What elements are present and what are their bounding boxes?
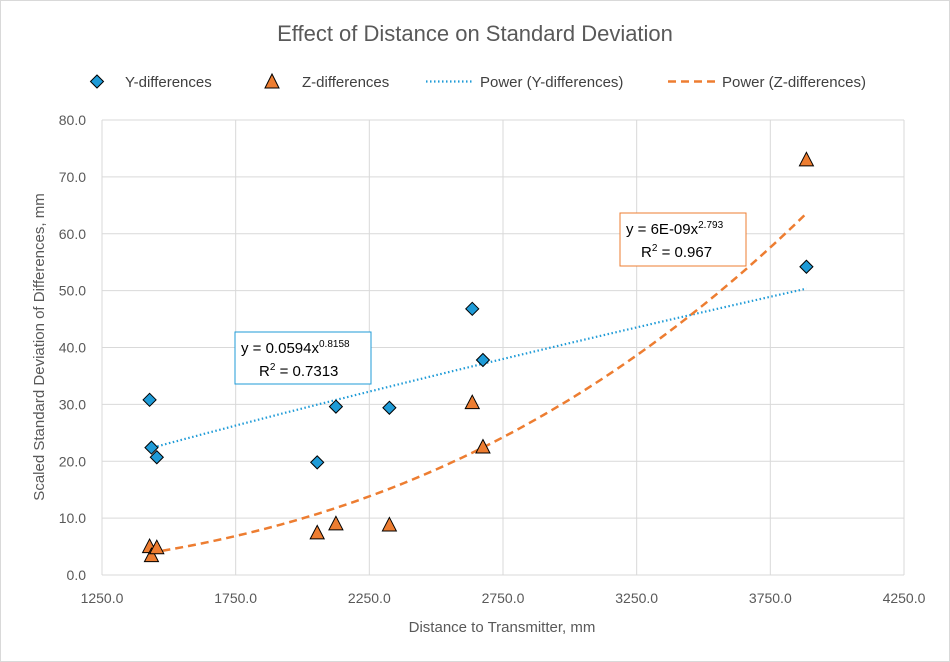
equation-box-y-frame [234, 331, 372, 385]
y-difference-point[interactable] [142, 392, 157, 408]
data-markers [141, 151, 815, 563]
y-tick-label: 10.0 [59, 510, 86, 526]
y-difference-point[interactable] [382, 400, 397, 415]
x-tick-label: 3750.0 [749, 590, 792, 606]
legend-label-power-z: Power (Z-differences) [722, 74, 866, 91]
y-difference-point[interactable] [328, 399, 344, 414]
equation-box-y[interactable]: y = 0.0594x0.8158 R2 = 0.7313 [234, 331, 372, 385]
z-difference-point[interactable] [148, 539, 165, 555]
legend: Y-differences Z-differences Power (Y-dif… [89, 72, 866, 91]
z-difference-point[interactable] [381, 516, 398, 532]
legend-item-power-z[interactable]: Power (Z-differences) [668, 74, 866, 91]
x-axis-ticks: 1250.0 1750.0 2250.0 2750.0 3250.0 3750.0 4250… [81, 590, 926, 606]
x-tick-label: 2750.0 [482, 590, 525, 606]
x-tick-label: 3250.0 [615, 590, 658, 606]
y-difference-point[interactable] [149, 450, 165, 465]
legend-item-z-differences[interactable]: Z-differences [264, 72, 389, 91]
y-tick-label: 30.0 [59, 396, 86, 412]
y-axis-title: Scaled Standard Deviation of Differences… [31, 193, 48, 500]
legend-triangle-marker [264, 72, 280, 89]
y-tick-label: 60.0 [59, 226, 86, 242]
z-difference-point[interactable] [328, 515, 344, 531]
y-tick-label: 50.0 [59, 283, 86, 299]
y-difference-point[interactable] [475, 352, 491, 368]
z-difference-point[interactable] [143, 547, 160, 563]
y-tick-label: 80.0 [59, 112, 86, 128]
z-difference-point[interactable] [798, 151, 815, 167]
z-difference-point[interactable] [475, 438, 491, 454]
y-tick-label: 20.0 [59, 453, 86, 469]
equation-z-line2: R2 = 0.967 [641, 243, 712, 261]
x-tick-label: 4250.0 [883, 590, 926, 606]
legend-label-power-y: Power (Y-differences) [480, 74, 623, 91]
y-difference-point[interactable] [465, 301, 480, 317]
z-difference-point[interactable] [309, 524, 326, 540]
y-tick-label: 40.0 [59, 340, 86, 356]
trendline-power-y[interactable] [149, 287, 807, 450]
x-axis-title: Distance to Transmitter, mm [409, 619, 596, 636]
x-tick-label: 2250.0 [348, 590, 391, 606]
legend-label-z-differences: Z-differences [302, 74, 389, 91]
equation-z-line1: y = 6E-09x2.793 [626, 220, 724, 238]
legend-item-y-differences[interactable]: Y-differences [89, 74, 212, 91]
equation-y-line1: y = 0.0594x0.8158 [241, 339, 350, 357]
y-difference-point[interactable] [144, 440, 159, 455]
y-tick-label: 0.0 [67, 567, 87, 583]
legend-item-power-y[interactable]: Power (Y-differences) [426, 74, 623, 91]
plot-grid [101, 119, 905, 576]
equation-box-z-frame [619, 212, 747, 267]
y-difference-point[interactable] [799, 259, 814, 274]
legend-label-y-differences: Y-differences [125, 74, 212, 91]
equation-box-z[interactable]: y = 6E-09x2.793 R2 = 0.967 [619, 212, 747, 267]
chart-title: Effect of Distance on Standard Deviation [277, 21, 673, 46]
x-tick-label: 1250.0 [81, 590, 124, 606]
y-axis-ticks: 0.0 10.0 20.0 30.0 40.0 50.0 60.0 70.0 80.0 [59, 112, 86, 583]
legend-diamond-marker [89, 74, 105, 89]
x-tick-label: 1750.0 [214, 590, 257, 606]
equation-y-line2: R2 = 0.7313 [259, 362, 338, 380]
y-difference-point[interactable] [309, 455, 325, 470]
z-difference-point[interactable] [464, 394, 481, 410]
y-tick-label: 70.0 [59, 169, 86, 185]
